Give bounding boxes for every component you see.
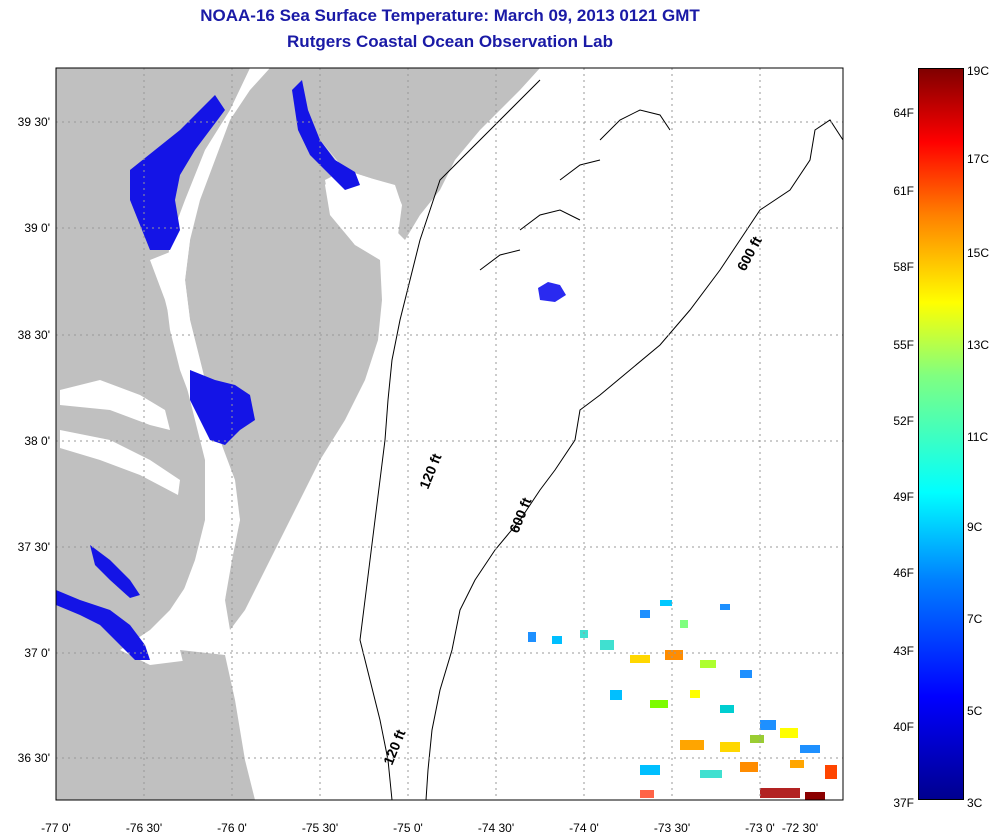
colorbar-f-label: 37F: [893, 796, 914, 810]
lon-tick: -72 30': [782, 821, 818, 835]
colorbar-f-label: 55F: [893, 338, 914, 352]
colorbar-f-label: 49F: [893, 490, 914, 504]
offshore-cold-patch: [538, 282, 566, 302]
shelf-break-features: [479, 109, 671, 271]
colorbar-f-label: 46F: [893, 566, 914, 580]
map-subtitle: Rutgers Coastal Ocean Observation Lab: [287, 32, 613, 51]
lon-tick: -73 30': [654, 821, 690, 835]
potomac-river: [60, 380, 170, 430]
colorbar-c-label: 17C: [967, 152, 990, 166]
lon-tick: -73 0': [745, 821, 775, 835]
lat-tick: 37 30': [18, 540, 50, 554]
colorbar-f-label: 61F: [893, 184, 914, 198]
lat-tick: 36 30': [18, 751, 50, 765]
contour-600ft-north: [425, 119, 844, 801]
mid-bay-cold-water: [190, 370, 255, 445]
longitude-ticks: -77 0' -76 30' -76 0' -75 30' -75 0' -74…: [41, 821, 818, 835]
lon-tick: -75 30': [302, 821, 338, 835]
colorbar-c-label: 5C: [967, 704, 983, 718]
lon-tick: -76 30': [126, 821, 162, 835]
latitude-ticks: 39 30' 39 0' 38 30' 38 0' 37 30' 37 0' 3…: [18, 115, 50, 765]
colorbar-c-label: 19C: [967, 64, 990, 78]
colorbar-f-label: 43F: [893, 644, 914, 658]
colorbar-c-label: 7C: [967, 612, 983, 626]
north-carolina-land: [180, 650, 255, 800]
bathymetry-contours: [359, 79, 844, 801]
delaware-river-cold-water: [292, 80, 360, 190]
lat-tick: 38 0': [24, 434, 50, 448]
colorbar-f-label: 52F: [893, 414, 914, 428]
colorbar-c-label: 15C: [967, 246, 990, 260]
colorbar-c-label: 9C: [967, 520, 983, 534]
colorbar-c-label: 11C: [967, 430, 989, 444]
contour-120ft: [359, 79, 541, 801]
lon-tick: -77 0': [41, 821, 71, 835]
colorbar-f-label: 40F: [893, 720, 914, 734]
lon-tick: -74 0': [569, 821, 599, 835]
lat-tick: 39 0': [24, 221, 50, 235]
upper-bay-cold-water: [130, 95, 225, 250]
chesapeake-bay: [150, 240, 240, 650]
colorbar-f-label: 64F: [893, 106, 914, 120]
lat-tick: 37 0': [24, 646, 50, 660]
york-river-cold-water: [90, 545, 140, 598]
lon-tick: -76 0': [217, 821, 247, 835]
graticule: [56, 68, 843, 800]
delaware-bay: [325, 170, 402, 255]
james-river-cold-water: [56, 590, 150, 660]
sst-speckles: [528, 600, 837, 800]
colorbar-c-label: 13C: [967, 338, 990, 352]
lat-tick: 39 30': [18, 115, 50, 129]
colorbar-c-label: 3C: [967, 796, 983, 810]
rappahannock-river: [60, 430, 180, 495]
map-title: NOAA-16 Sea Surface Temperature: March 0…: [200, 6, 700, 25]
bays: [60, 170, 402, 650]
colorbar-f-label: 58F: [893, 260, 914, 274]
bay-temperature-pixels: [56, 80, 360, 660]
lat-tick: 38 30': [18, 328, 50, 342]
lon-tick: -74 30': [478, 821, 514, 835]
new-jersey-land: [300, 68, 540, 240]
delmarva-land: [185, 68, 382, 630]
temperature-colorbar: [918, 68, 964, 800]
lon-tick: -75 0': [393, 821, 423, 835]
